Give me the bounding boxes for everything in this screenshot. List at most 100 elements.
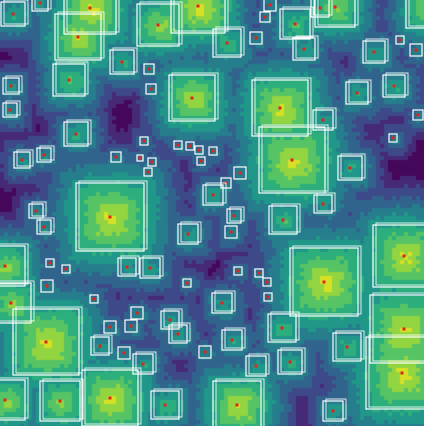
detection-box-duplicate — [205, 182, 227, 204]
detection-box-duplicate — [84, 367, 142, 425]
detection-box — [337, 155, 363, 181]
center-marker — [186, 232, 190, 236]
detection-5 — [405, 0, 424, 29]
center-marker — [147, 67, 151, 71]
detection-box-duplicate — [0, 280, 35, 322]
detection-box — [310, 0, 330, 18]
detection-box — [268, 205, 298, 235]
detection-46 — [233, 166, 247, 180]
detection-box — [52, 63, 86, 97]
detection-box — [251, 79, 309, 137]
detection-box-duplicate — [315, 107, 337, 129]
detection-box — [365, 336, 424, 410]
detection-70 — [0, 280, 35, 324]
detection-box-duplicate — [215, 26, 245, 56]
detection-51 — [36, 217, 55, 235]
detection-37 — [143, 167, 153, 177]
center-marker — [280, 326, 284, 330]
detection-box — [182, 278, 192, 288]
detection-74 — [124, 319, 138, 333]
center-marker — [196, 4, 200, 8]
center-marker — [9, 301, 13, 305]
detection-88 — [277, 347, 306, 375]
detection-33 — [110, 151, 122, 163]
detection-box-duplicate — [5, 100, 21, 116]
detection-75 — [130, 306, 144, 320]
detection-box-duplicate — [295, 35, 319, 59]
detection-box-duplicate — [39, 145, 55, 161]
detection-box-duplicate — [248, 353, 270, 375]
detection-box — [0, 1, 26, 27]
center-marker — [120, 60, 124, 64]
detection-box — [212, 28, 242, 58]
center-marker — [372, 50, 376, 54]
detection-box — [168, 74, 216, 122]
center-marker — [58, 399, 62, 403]
center-marker — [321, 118, 325, 122]
detection-box — [194, 145, 204, 155]
detection-box — [262, 277, 272, 287]
detection-12 — [362, 38, 389, 64]
detection-box — [279, 8, 311, 40]
detection-43 — [258, 124, 329, 194]
center-marker — [149, 87, 153, 91]
detection-box-duplicate — [215, 378, 265, 426]
detection-box — [136, 154, 144, 162]
detection-box — [196, 156, 206, 166]
center-marker — [225, 41, 229, 45]
center-marker — [331, 409, 335, 413]
detection-box — [143, 63, 155, 75]
detection-box — [75, 182, 145, 252]
detection-box-duplicate — [180, 221, 202, 243]
center-marker — [232, 214, 236, 218]
detection-box — [0, 245, 26, 287]
detection-28 — [382, 72, 409, 98]
center-marker — [122, 351, 126, 355]
center-marker — [190, 96, 194, 100]
detection-box — [109, 49, 135, 75]
center-marker — [168, 318, 172, 322]
detection-box — [40, 279, 54, 293]
detection-15 — [259, 11, 271, 23]
detection-box — [0, 379, 26, 421]
detection-box — [117, 257, 137, 277]
detection-box — [132, 353, 154, 375]
center-marker — [156, 23, 160, 27]
detection-box-duplicate — [0, 243, 29, 285]
detection-61 — [117, 255, 140, 277]
detection-box — [211, 292, 233, 314]
detection-box — [312, 109, 334, 131]
detection-29 — [412, 109, 424, 121]
detection-38 — [173, 140, 183, 150]
detection-box — [212, 380, 262, 426]
center-marker — [266, 295, 270, 299]
detection-49 — [75, 180, 148, 252]
detection-box-duplicate — [254, 77, 312, 135]
center-marker — [220, 301, 224, 305]
detection-2 — [279, 6, 314, 40]
detection-45 — [388, 133, 398, 143]
center-marker — [238, 171, 242, 175]
detection-83 — [267, 311, 300, 343]
detection-box-duplicate — [372, 292, 424, 362]
center-marker — [400, 371, 404, 375]
detection-box — [249, 31, 263, 45]
center-marker — [76, 35, 80, 39]
detection-63 — [182, 278, 192, 288]
detection-18 — [109, 47, 138, 75]
detection-box-duplicate — [348, 79, 372, 103]
detection-20 — [143, 63, 155, 75]
center-marker — [176, 143, 180, 147]
center-marker — [288, 360, 292, 364]
detection-box-duplicate — [365, 38, 389, 62]
detection-box-duplicate — [139, 1, 183, 45]
center-marker — [129, 324, 133, 328]
detection-box — [136, 3, 180, 47]
detection-box — [254, 268, 264, 278]
detection-box-duplicate — [408, 0, 424, 27]
detection-box-duplicate — [142, 255, 164, 277]
center-marker — [235, 403, 239, 407]
detection-box-duplicate — [375, 222, 424, 286]
center-marker — [3, 398, 7, 402]
